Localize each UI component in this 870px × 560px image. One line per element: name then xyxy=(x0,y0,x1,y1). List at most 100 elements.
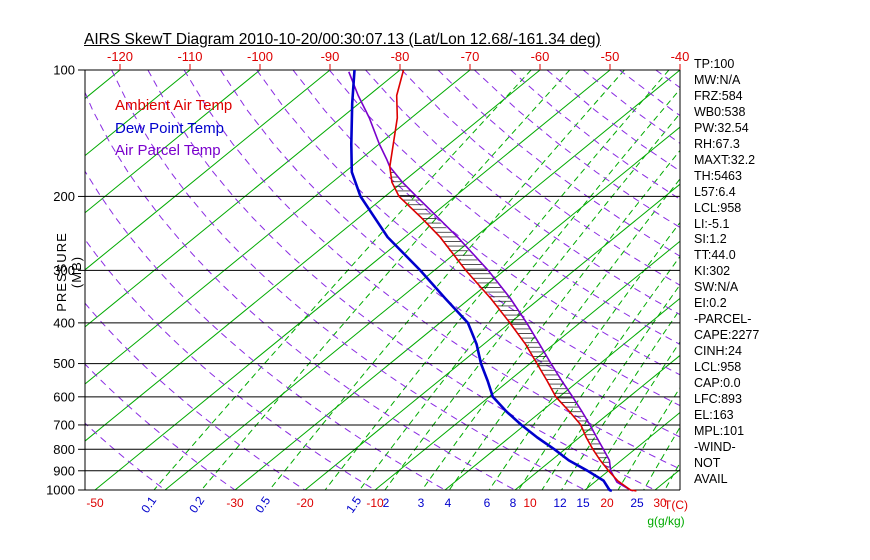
dry-adiabat-line xyxy=(219,70,680,438)
indices-panel: TP:100 MW:N/A FRZ:584 WB0:538 PW:32.54 RH:67.… xyxy=(694,57,759,488)
background-grid xyxy=(85,70,680,491)
dry-adiabat-line xyxy=(183,70,680,470)
chart-legend: Ambient Air Temp Dew Point Temp Air Parcel… xyxy=(115,95,232,163)
top-temp-label: -70 xyxy=(461,49,480,64)
dry-adiabat-line xyxy=(85,302,306,491)
top-temp-label: -60 xyxy=(531,49,550,64)
isotherm-line xyxy=(85,70,261,214)
stat-line: MPL:101 xyxy=(694,423,745,438)
stat-line: EI:0.2 xyxy=(694,296,727,311)
isotherm-line xyxy=(584,411,680,491)
mixing-ratio-line xyxy=(488,221,680,491)
pressure-tick-label: 100 xyxy=(53,63,75,78)
stat-line: TT:44.0 xyxy=(694,248,736,263)
bottom-axis-label: 10 xyxy=(523,496,537,510)
pressure-tick-label: 600 xyxy=(53,389,75,404)
dry-adiabat-line xyxy=(111,70,586,491)
stat-line: -PARCEL- xyxy=(694,312,752,327)
bottom-axis-label: 6 xyxy=(484,496,491,510)
bottom-axis-label: 25 xyxy=(630,496,644,510)
stat-line: CAPE:2277 xyxy=(694,328,760,343)
mixing-ratio-line xyxy=(421,149,680,491)
bottom-axis-label: -50 xyxy=(86,496,104,510)
stat-line: WB0:538 xyxy=(694,104,746,119)
stat-line: EL:163 xyxy=(694,407,734,422)
stat-line: LCL:958 xyxy=(694,200,742,215)
dry-adiabat-line xyxy=(365,70,680,316)
pressure-tick-label: 300 xyxy=(53,263,75,278)
stat-line: MAXT:32.2 xyxy=(694,152,756,167)
dry-adiabat-line xyxy=(147,70,656,491)
stat-line: TP:100 xyxy=(694,57,735,71)
bottom-axis-label: -20 xyxy=(296,496,314,510)
sounding-data xyxy=(348,70,637,493)
isotherm-line xyxy=(304,183,680,491)
stat-line: MW:N/A xyxy=(694,72,741,87)
ambient-air-temp-curve xyxy=(388,70,637,492)
stat-line: CINH:24 xyxy=(694,344,742,359)
bottom-axis-label: 15 xyxy=(576,496,590,510)
bottom-axis-label: 12 xyxy=(553,496,567,510)
bottom-axis-label: 0.5 xyxy=(252,494,273,516)
top-temp-label: -90 xyxy=(321,49,340,64)
mixing-ratio-line xyxy=(201,70,571,491)
bottom-axis-label: 8 xyxy=(510,496,517,510)
isotherm-line xyxy=(85,70,541,442)
isotherm-line xyxy=(85,70,401,328)
dry-adiabat-line xyxy=(401,70,680,286)
pressure-tick-label: 700 xyxy=(53,417,75,432)
isotherm-line xyxy=(164,70,680,491)
top-temp-label: -80 xyxy=(391,49,410,64)
isotherm-line xyxy=(374,240,680,491)
bottom-axis-label: g(g/kg) xyxy=(647,514,684,528)
bottom-axis-label: -30 xyxy=(226,496,244,510)
mixing-ratio-line xyxy=(541,284,680,491)
top-temp-label: -120 xyxy=(107,49,133,64)
stat-line: -WIND- xyxy=(694,439,736,454)
stat-line: SI:1.2 xyxy=(694,232,727,247)
bottom-axis-label: 20 xyxy=(600,496,614,510)
mixing-ratio-line xyxy=(448,178,680,491)
pressure-tick-label: 500 xyxy=(53,356,75,371)
pressure-tick-label: 1000 xyxy=(46,483,75,498)
air-parcel-temp-curve xyxy=(348,71,634,492)
stat-line: NOT xyxy=(694,455,721,470)
isotherm-line xyxy=(514,354,680,491)
bottom-axis-label: -10 xyxy=(366,496,384,510)
mixing-ratio-line xyxy=(324,70,670,491)
dew-point-temp-curve xyxy=(349,70,613,493)
pressure-tick-label: 200 xyxy=(53,189,75,204)
stat-line: L57:6.4 xyxy=(694,184,736,199)
stat-line: LI:-5.1 xyxy=(694,216,730,231)
mixing-ratio-line xyxy=(384,112,680,491)
bottom-axis-label: 1.5 xyxy=(343,494,364,516)
bottom-axis-label: 0.1 xyxy=(138,494,159,516)
dry-adiabat-line xyxy=(256,70,680,407)
bottom-axis-label: 2 xyxy=(383,496,390,510)
pressure-tick-label: 400 xyxy=(53,315,75,330)
dry-adiabat-line xyxy=(437,70,680,257)
stat-line: LCL:958 xyxy=(694,360,742,375)
isotherm-line xyxy=(85,70,471,385)
mixing-ratio-line xyxy=(617,386,680,491)
chart-title: AIRS SkewT Diagram 2010-10-20/00:30:07.1… xyxy=(84,31,601,48)
pressure-tick-label: 900 xyxy=(53,463,75,478)
mixing-ratio-line xyxy=(153,70,532,491)
isotherm-line xyxy=(85,70,331,271)
pressure-tick-label: 800 xyxy=(53,442,75,457)
legend-item-ambient-air-temp: Ambient Air Temp xyxy=(115,97,233,114)
stat-line: PW:32.54 xyxy=(694,120,749,135)
top-temp-label: -40 xyxy=(671,49,690,64)
mixing-ratio-line xyxy=(359,88,680,491)
bottom-axis-label: 30 xyxy=(653,496,667,510)
isotherm-line xyxy=(94,70,611,491)
stat-line: TH:5463 xyxy=(694,168,742,183)
isotherm-line xyxy=(85,70,191,157)
bottom-axis-label: T(C) xyxy=(664,498,688,512)
stat-line: LFC:893 xyxy=(694,392,742,407)
top-temp-label: -50 xyxy=(601,49,620,64)
dry-adiabat-line xyxy=(328,70,680,345)
stat-line: CAP:0.0 xyxy=(694,376,741,391)
stat-line: KI:302 xyxy=(694,264,731,279)
